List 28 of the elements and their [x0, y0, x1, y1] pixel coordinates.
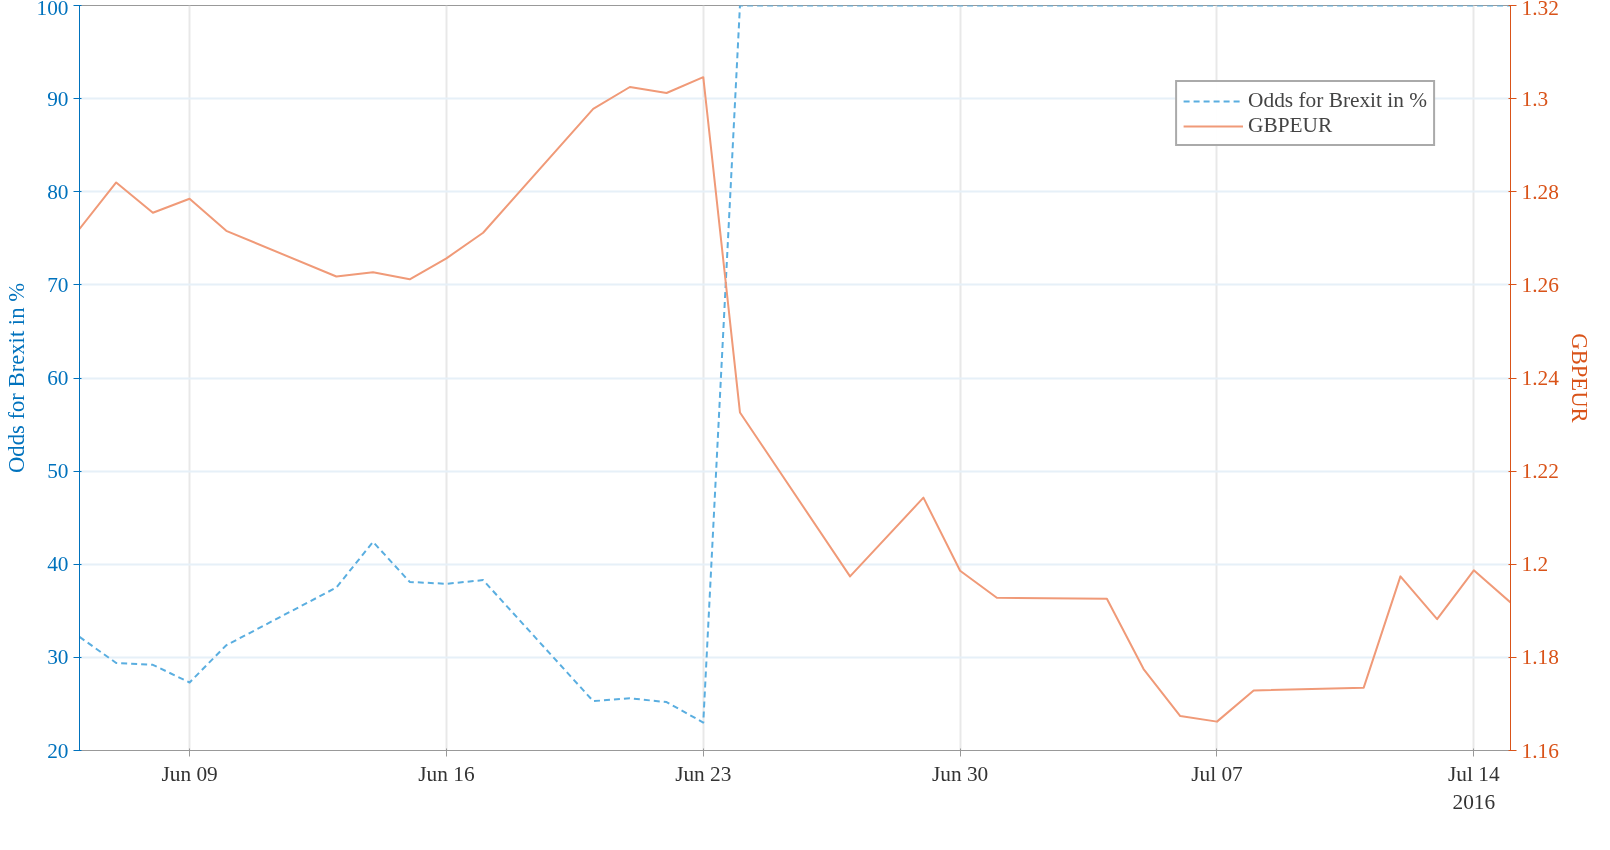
y2-tick-label: 1.16 [1521, 738, 1560, 763]
y-tick-label: 90 [47, 86, 69, 111]
y2-tick-label: 1.18 [1521, 645, 1559, 670]
y2-tick-label: 1.32 [1521, 0, 1559, 20]
y-tick-label: 50 [47, 459, 69, 484]
y2-tick-label: 1.2 [1521, 552, 1549, 577]
y-tick-label: 20 [47, 738, 69, 763]
y-tick-label: 60 [47, 366, 69, 390]
y-tick-label: 70 [47, 272, 69, 297]
x-tick-label: Jul 07 [1191, 761, 1244, 786]
y2-tick-label: 1.3 [1521, 86, 1549, 111]
y-axis-title: Odds for Brexit in % [3, 282, 29, 474]
y-tick-label: 80 [47, 179, 69, 204]
y2-tick-label: 1.26 [1521, 272, 1560, 297]
y2-axis-title: GBPEUR [1566, 333, 1592, 424]
x-tick-label: Jul 14 2016 [1448, 761, 1500, 815]
x-tick-label: Jun 16 [418, 761, 475, 786]
x-tick-label: Jun 09 [161, 761, 218, 786]
y-tick-label: 100 [36, 0, 69, 20]
y-tick-label: 30 [47, 645, 69, 670]
y2-tick-label: 1.22 [1521, 459, 1559, 484]
x-tick-label: Jun 23 [675, 761, 732, 786]
legend-label: Odds for Brexit in % [1248, 88, 1427, 113]
x-tick-label: Jun 30 [931, 761, 989, 786]
legend-label: GBPEUR [1248, 113, 1333, 138]
y2-tick-label: 1.28 [1521, 179, 1559, 204]
y-tick-label: 40 [47, 552, 69, 577]
y2-tick-label: 1.24 [1521, 366, 1560, 390]
